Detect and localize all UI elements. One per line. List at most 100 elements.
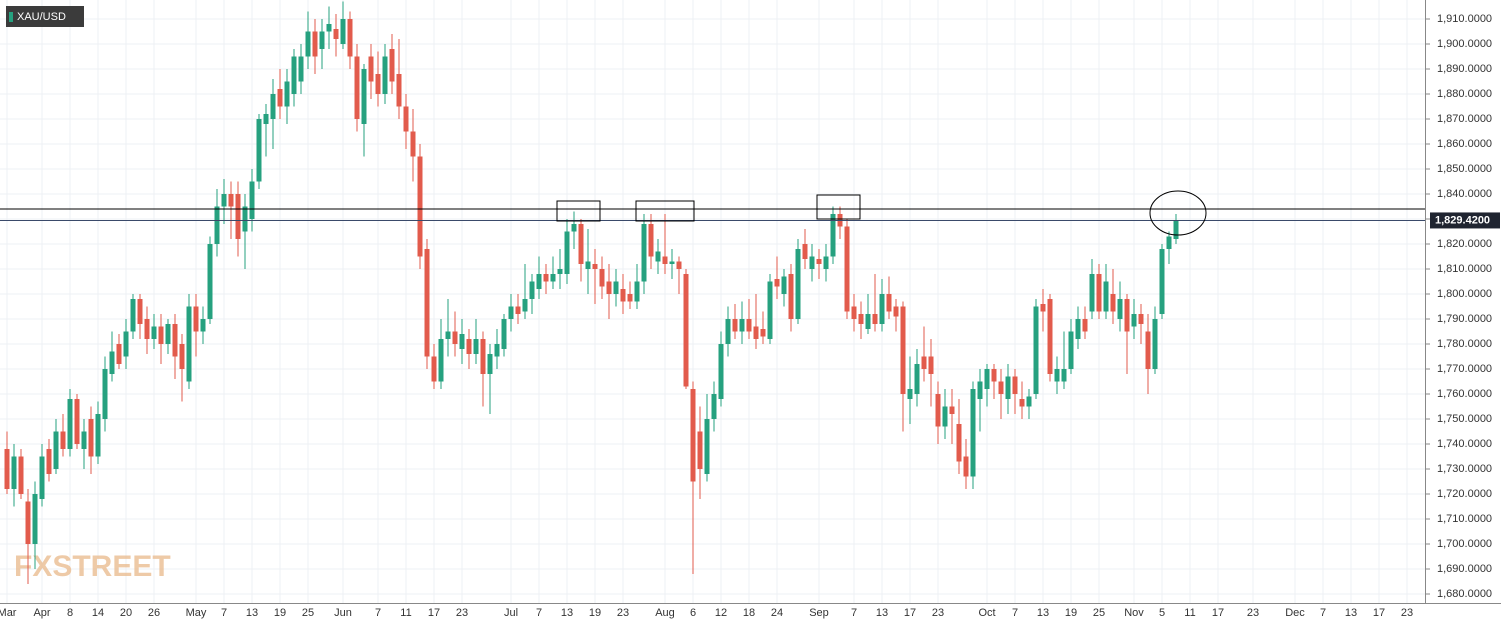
candle-body xyxy=(494,344,500,357)
y-tick-label: 1,900.0000 xyxy=(1437,38,1492,50)
candle-body xyxy=(4,449,10,489)
candle-body xyxy=(333,29,339,39)
candle-body xyxy=(1054,369,1060,382)
y-tick-label: 1,680.0000 xyxy=(1437,588,1492,600)
candle-body xyxy=(326,24,332,32)
candle-body xyxy=(116,344,122,364)
x-tick-label: 24 xyxy=(771,607,783,619)
x-tick-label: 7 xyxy=(851,607,857,619)
candle-body xyxy=(970,389,976,477)
candle-body xyxy=(1096,274,1102,312)
candle-body xyxy=(501,319,507,349)
candle-body xyxy=(900,306,906,394)
candle-body xyxy=(963,456,969,477)
candle-body xyxy=(361,69,367,124)
x-tick-label: 18 xyxy=(743,607,755,619)
x-tick-label: Jun xyxy=(334,607,352,619)
candle-body xyxy=(865,314,871,329)
x-tick-label: 7 xyxy=(1012,607,1018,619)
candle-body xyxy=(578,224,584,264)
x-tick-label: Aug xyxy=(655,607,675,619)
x-tick-label: 13 xyxy=(246,607,258,619)
y-tick-label: 1,760.0000 xyxy=(1437,388,1492,400)
candle-body xyxy=(991,369,997,382)
candle-body xyxy=(81,431,87,449)
candle-body xyxy=(1159,249,1165,314)
candle-body xyxy=(459,334,465,349)
candle-body xyxy=(277,89,283,107)
candle-body xyxy=(165,324,171,344)
x-tick-label: 23 xyxy=(932,607,944,619)
candle-body xyxy=(200,319,206,332)
candle-body xyxy=(851,306,857,319)
candle-body xyxy=(599,269,605,287)
candle-body xyxy=(18,456,24,494)
candle-body xyxy=(949,406,955,414)
candle-body xyxy=(907,389,913,399)
candle-body xyxy=(130,299,136,332)
candle-body xyxy=(557,269,563,274)
candle-body xyxy=(228,194,234,207)
x-tick-label: 20 xyxy=(120,607,132,619)
candle-body xyxy=(725,319,731,344)
candle-body xyxy=(263,114,269,124)
candle-body xyxy=(641,224,647,282)
candle-body xyxy=(529,281,535,299)
grid xyxy=(0,0,1425,603)
candle-body xyxy=(753,326,759,339)
watermark: FXSTREET xyxy=(14,550,171,583)
candle-body xyxy=(683,274,689,387)
candle-body xyxy=(879,294,885,324)
candle-body xyxy=(137,299,143,324)
candle-body xyxy=(809,256,815,269)
y-tick-label: 1,820.0000 xyxy=(1437,238,1492,250)
candle-body xyxy=(767,281,773,339)
candle-body xyxy=(368,56,374,82)
candle-body xyxy=(438,339,444,382)
candle-body xyxy=(179,344,185,369)
candle-body xyxy=(235,194,241,239)
candle-body xyxy=(39,456,45,499)
candle-body xyxy=(774,279,780,287)
candle-body xyxy=(788,274,794,319)
x-tick-label: 26 xyxy=(148,607,160,619)
annotation-box xyxy=(556,200,601,222)
candle-body xyxy=(53,431,59,469)
candle-body xyxy=(844,226,850,312)
x-tick-label: Apr xyxy=(33,607,50,619)
candle-body xyxy=(312,31,318,57)
candle-body xyxy=(515,306,521,314)
candle-body xyxy=(704,419,710,474)
x-tick-label: May xyxy=(186,607,207,619)
candle-body xyxy=(214,206,220,244)
overlay xyxy=(0,208,1425,221)
candle-body xyxy=(95,414,101,457)
y-tick-label: 1,770.0000 xyxy=(1437,363,1492,375)
candle-body xyxy=(284,81,290,107)
candle-body xyxy=(998,381,1004,394)
candle-body xyxy=(382,56,388,94)
candle-body xyxy=(858,314,864,324)
x-tick-label: 25 xyxy=(302,607,314,619)
x-tick-label: 19 xyxy=(1065,607,1077,619)
candle-body xyxy=(319,31,325,49)
candle-body xyxy=(732,319,738,332)
y-tick-label: 1,880.0000 xyxy=(1437,88,1492,100)
candle-body xyxy=(928,356,934,374)
candle-body xyxy=(88,419,94,457)
candle-body xyxy=(1026,396,1032,407)
candle-body xyxy=(627,294,633,302)
candle-body xyxy=(830,214,836,257)
candle-body xyxy=(711,394,717,419)
candle-body xyxy=(620,289,626,302)
candle-body xyxy=(1047,299,1053,374)
x-tick-label: 7 xyxy=(221,607,227,619)
candle-body xyxy=(347,19,353,57)
candle-body xyxy=(648,224,654,257)
candle-body xyxy=(893,306,899,317)
y-tick-label: 1,850.0000 xyxy=(1437,163,1492,175)
candle-body xyxy=(25,501,31,544)
candle-body xyxy=(417,156,423,257)
